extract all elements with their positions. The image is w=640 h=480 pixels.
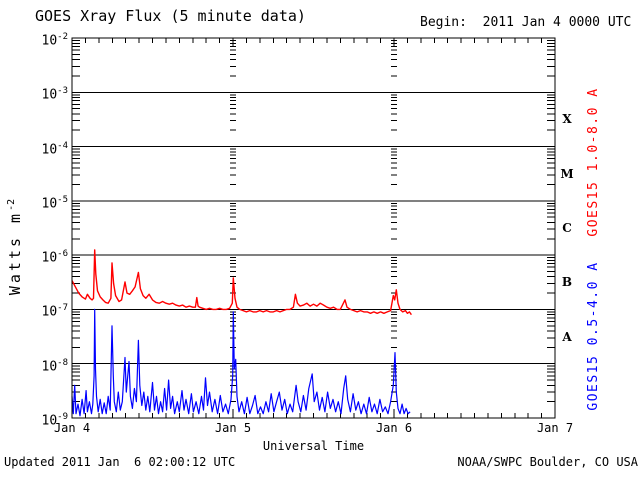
series-line-short-wavelength (71, 308, 411, 417)
chart-title: GOES Xray Flux (5 minute data) (35, 7, 306, 25)
plot-border (71, 37, 556, 419)
series-line-long-wavelength (71, 249, 412, 316)
y-tick-label: 10-7 (41, 303, 69, 320)
legend-entry: GOES15 0.5-4.0 A (586, 261, 601, 411)
y-tick-label: 10-5 (41, 194, 69, 212)
x-tick-label: Jan 6 (375, 421, 413, 435)
y-tick-label: 10-4 (41, 140, 69, 157)
x-tick-label: Jan 5 (214, 421, 252, 435)
updated-timestamp: Updated 2011 Jan 6 02:00:12 UTC (4, 455, 236, 469)
y-tick-label: 10-6 (41, 249, 69, 266)
y-axis-label-text: Watts m (6, 210, 24, 296)
flare-class-label: A (562, 329, 572, 344)
y-tick-label: 10-8 (41, 357, 69, 375)
flare-class-label: X (562, 112, 572, 127)
x-tick-label: Jan 7 (536, 421, 574, 435)
x-axis-label: Universal Time (262, 439, 365, 453)
flare-class-label: C (562, 221, 572, 235)
y-axis-label: Watts m-2 (6, 172, 24, 322)
x-tick-label: Jan 4 (53, 421, 91, 435)
begin-time-label: Begin: 2011 Jan 4 0000 UTC (420, 15, 632, 30)
flare-class-label: M (560, 166, 574, 181)
y-axis-label-exponent: -2 (6, 198, 17, 211)
legend-entry: GOES15 1.0-8.0 A (586, 87, 601, 237)
flare-class-label: B (561, 275, 573, 290)
source-attribution: NOAA/SWPC Boulder, CO USA (457, 455, 638, 469)
y-tick-label: 10-9 (41, 412, 69, 429)
y-tick-label: 10-2 (41, 32, 69, 49)
y-tick-label: 10-3 (41, 86, 69, 103)
